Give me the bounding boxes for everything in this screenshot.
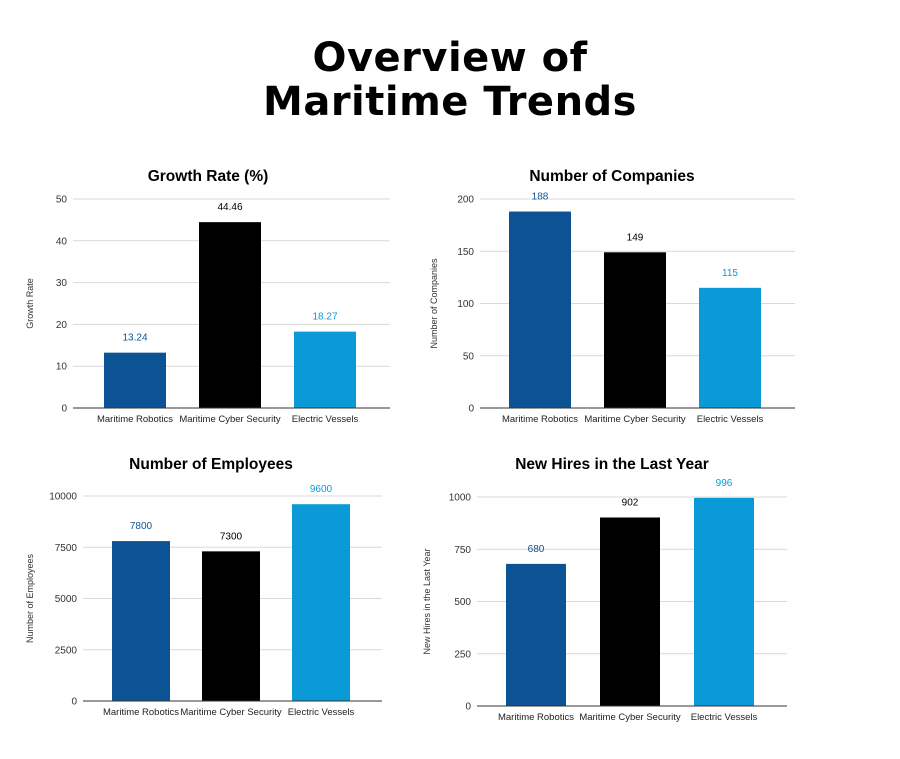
x-category-label: Maritime Robotics [502,414,578,425]
y-tick-label: 10 [56,362,68,373]
y-axis-label: Number of Companies [429,258,439,349]
y-axis-label: Number of Employees [25,553,35,643]
y-tick-label: 50 [56,195,68,206]
x-category-label: Electric Vessels [691,712,758,723]
page-title: Overview of Maritime Trends [0,36,900,124]
bar [604,252,666,408]
y-tick-label: 500 [454,597,471,608]
bar [104,352,166,408]
data-label: 7300 [220,531,243,542]
x-category-label: Electric Vessels [288,707,355,718]
bar [699,287,761,408]
bar [202,551,260,701]
bar [509,211,571,408]
y-tick-label: 0 [71,697,77,708]
y-axis-label: New Hires in the Last Year [422,548,432,654]
data-label: 149 [627,232,644,243]
data-label: 188 [532,192,549,203]
x-category-label: Electric Vessels [697,414,764,425]
y-tick-label: 2500 [55,645,78,656]
data-label: 13.24 [122,333,147,344]
y-tick-label: 30 [56,278,68,289]
y-tick-label: 7500 [55,543,78,554]
bar [694,497,754,706]
y-tick-label: 150 [457,247,474,258]
y-tick-label: 50 [463,351,475,362]
y-tick-label: 0 [465,702,471,713]
chart-title: Number of Companies [529,168,694,185]
data-label: 115 [722,268,738,279]
bar [292,504,350,701]
bar [199,222,261,408]
x-category-label: Maritime Cyber Security [579,712,681,723]
y-tick-label: 20 [56,320,68,331]
y-tick-label: 250 [454,649,471,660]
data-label: 902 [622,497,639,508]
data-label: 44.46 [217,202,242,213]
chart-title: New Hires in the Last Year [515,456,709,473]
bar [112,541,170,701]
x-category-label: Maritime Robotics [498,712,574,723]
bar [294,331,356,408]
x-category-label: Electric Vessels [292,414,359,425]
page-title-line-2: Maritime Trends [263,79,637,125]
y-tick-label: 0 [468,404,474,415]
y-tick-label: 1000 [449,493,472,504]
x-category-label: Maritime Cyber Security [180,707,282,718]
chart-new-hires: New Hires in the Last Year 0 250 500 750 1000… [422,456,787,723]
y-tick-label: 100 [457,299,474,310]
y-axis-label: Growth Rate [25,278,35,329]
y-tick-label: 10000 [49,492,77,503]
page-title-line-1: Overview of [312,35,588,81]
x-category-label: Maritime Robotics [103,707,179,718]
chart-growth-rate: Growth Rate (%) 0 10 20 30 40 50 Growth Rate 13.… [25,168,390,425]
chart-title: Growth Rate (%) [148,168,269,185]
chart-title: Number of Employees [129,456,293,473]
chart-number-of-employees: Number of Employees 0 2500 5000 7500 10000 Num… [25,456,382,718]
data-label: 680 [528,544,545,555]
data-label: 9600 [310,484,333,495]
data-label: 7800 [130,521,153,532]
y-tick-label: 750 [454,545,471,556]
y-tick-label: 5000 [55,594,78,605]
data-label: 18.27 [312,312,337,323]
x-category-label: Maritime Robotics [97,414,173,425]
data-label: 996 [716,478,733,489]
y-tick-label: 40 [56,236,68,247]
bar [506,563,566,706]
y-tick-label: 0 [61,404,67,415]
x-category-label: Maritime Cyber Security [179,414,281,425]
y-tick-label: 200 [457,195,474,206]
x-category-label: Maritime Cyber Security [584,414,686,425]
bar [600,517,660,706]
chart-number-of-companies: Number of Companies 0 50 100 150 200 Number of… [429,168,795,425]
